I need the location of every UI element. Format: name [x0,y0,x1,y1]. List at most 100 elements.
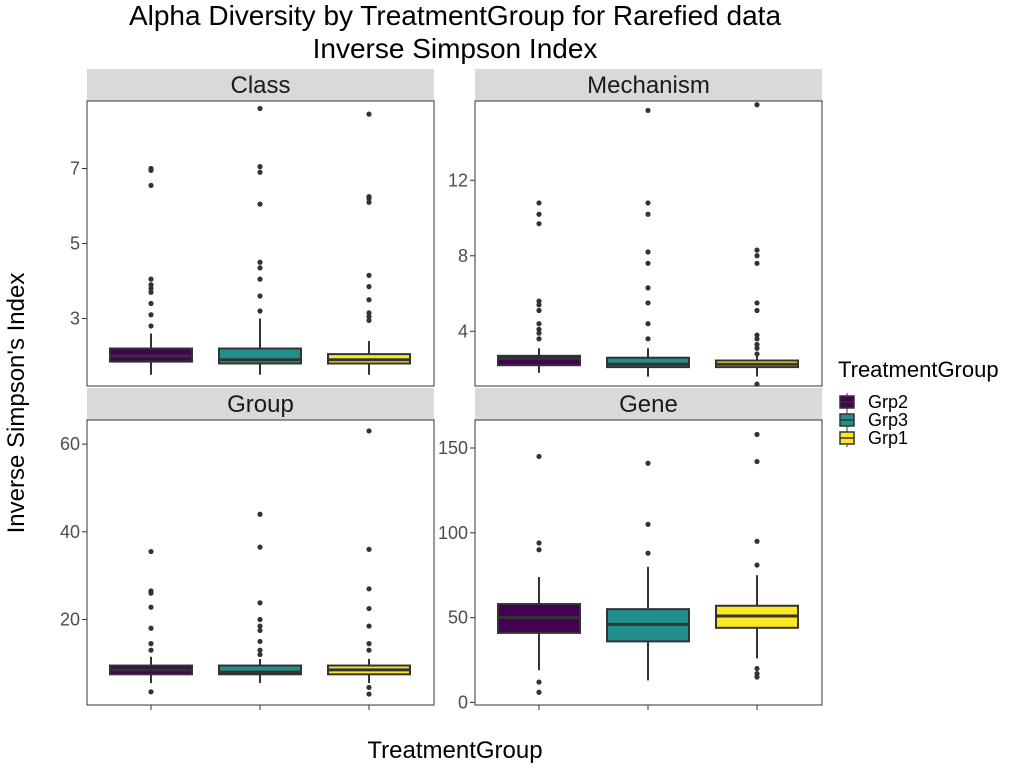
outlier-point [536,302,542,308]
box-group-grp3 [218,511,302,684]
outlier-point [148,588,154,594]
box-body [606,356,690,369]
outlier-point [645,550,651,556]
outlier-point [645,460,651,466]
strip-class [87,69,434,101]
outlier-point [257,259,263,265]
outlier-point [366,272,372,278]
y-tick-label-group: 40 [60,522,80,542]
outlier-point [148,548,154,555]
legend-item-grp3: Grp3 [839,410,908,430]
outlier-point [754,345,760,351]
outlier-point [645,336,651,342]
outlier-point [645,260,651,266]
strip-label-gene: Gene [619,391,678,418]
outlier-point [536,689,542,695]
box-gene-grp1 [715,431,799,680]
outlier-point [257,308,263,314]
panel-group: Group 20 40 60 [60,388,435,710]
panel-frame-mechanism [474,100,823,387]
outlier-point [754,562,760,568]
outlier-point [645,300,651,306]
outlier-point [754,351,760,357]
y-tick-label-group: 60 [60,434,80,454]
outlier-point [366,605,372,612]
outlier-point [366,284,372,290]
x-axis-title: TreatmentGroup [367,737,542,764]
outlier-point [645,249,651,255]
panel-mechanism: Mechanism 4 8 12 [448,69,823,387]
y-tick-label-gene: 100 [438,523,468,543]
outlier-point [536,330,542,336]
outlier-point [148,300,154,307]
outlier-point [645,521,651,527]
outlier-point [366,297,372,303]
panel-gene: Gene 0 50 100 150 [438,388,823,712]
box-body [218,664,302,676]
outlier-point [366,199,372,205]
outlier-point [536,321,542,327]
outlier-point [754,431,760,438]
chart-title-line1: Alpha Diversity by TreatmentGroup for Ra… [129,0,782,31]
outlier-point [754,247,760,253]
outlier-point [257,265,263,271]
outlier-point [366,586,372,592]
outlier-point [257,638,263,645]
outlier-point [536,326,542,332]
outlier-point [754,336,760,342]
panel-class: Class 3 5 7 [70,69,435,387]
outlier-point [366,546,372,552]
outlier-point [366,314,372,320]
outlier-point [645,285,651,291]
outlier-point [366,111,372,117]
box-mechanism-grp1 [715,102,799,387]
outlier-point [754,332,760,338]
outlier-point [148,182,154,188]
y-tick-label-gene: 50 [448,608,468,628]
outlier-point [366,647,372,653]
chart-title-line2: Inverse Simpson Index [313,33,598,64]
outlier-point [257,600,263,606]
outlier-point [257,276,263,282]
outlier-point [148,285,154,292]
outlier-point [366,623,372,629]
facet-panels: Class 3 5 7 Mechanism 4 8 12 Group 20 40 60 Gene 0 50 1… [60,69,823,712]
outlier-point [148,689,154,695]
outlier-point [536,336,542,342]
box-body [497,354,581,367]
outlier-point [257,623,263,629]
outlier-point [645,321,651,327]
y-tick-label-mechanism: 4 [458,321,468,341]
outlier-point [754,671,760,677]
box-mechanism-grp3 [606,107,690,377]
outlier-point [366,310,372,316]
outlier-point [536,221,542,227]
outlier-point [148,312,154,318]
outlier-point [645,211,651,217]
outlier-point [366,428,372,434]
strip-label-group: Group [227,391,294,418]
box-gene-grp3 [606,460,690,681]
y-tick-label-mechanism: 8 [458,246,468,266]
outlier-point [148,647,154,653]
outlier-point [148,323,154,329]
outlier-point [148,165,154,172]
outlier-point [754,253,760,259]
outlier-point [257,651,263,658]
outlier-point [754,341,760,348]
outlier-point [754,102,760,108]
outlier-point [257,616,263,623]
outlier-point [257,105,263,112]
y-tick-label-class: 7 [70,159,80,179]
legend-label-grp2: Grp2 [868,392,908,412]
outlier-point [536,540,542,546]
y-tick-label-class: 3 [70,309,80,329]
legend-label-grp1: Grp1 [868,428,908,448]
y-tick-label-group: 20 [60,610,80,630]
outlier-point [148,625,154,631]
panel-frame-group [86,419,435,706]
outlier-point [754,260,760,266]
box-group-grp2 [109,548,193,695]
outlier-point [754,665,760,672]
